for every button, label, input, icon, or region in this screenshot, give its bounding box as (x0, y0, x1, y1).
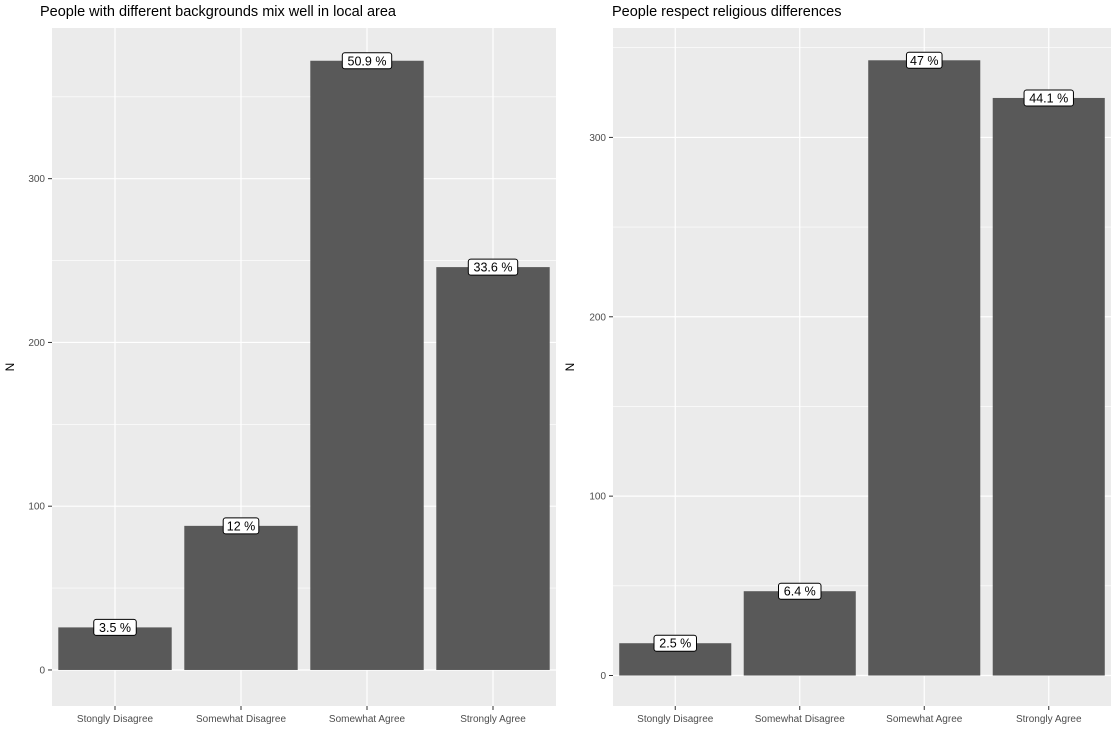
y-tick-label: 0 (39, 665, 45, 676)
data-label: 44.1 % (1029, 91, 1068, 105)
chart-panel-left: 3.5 % 12 % 50.9 % 33.6 % 0 100 200 300 Stongly D… (3, 4, 556, 725)
x-tick-label: Strongly Agree (460, 714, 526, 725)
data-label: 3.5 % (99, 621, 131, 635)
bar (436, 267, 550, 670)
chart-panel-right: 2.5 % 6.4 % 47 % 44.1 % 0 100 200 300 Stongly Di… (556, 0, 1111, 731)
data-label-box (222, 517, 260, 535)
bar (310, 60, 424, 670)
x-tick-label: Somewhat Disagree (755, 714, 845, 725)
data-label-box (778, 582, 822, 600)
data-label: 50.9 % (348, 54, 387, 68)
y-tick-label: 300 (28, 174, 45, 185)
data-label-box (93, 618, 137, 636)
chart-svg: 2.5 % 6.4 % 47 % 44.1 % 0 100 200 300 Stongly Di… (563, 28, 1111, 725)
y-tick-label: 0 (600, 671, 606, 682)
y-tick-label: 100 (28, 502, 45, 513)
y-tick-label: 100 (589, 492, 606, 503)
bar (868, 60, 981, 676)
y-tick-label: 200 (28, 338, 45, 349)
data-label-box (905, 51, 943, 69)
data-label-box (467, 258, 519, 276)
chart-svg: 3.5 % 12 % 50.9 % 33.6 % 0 100 200 300 Stongly D… (3, 28, 556, 725)
data-label: 12 % (227, 519, 256, 533)
x-tick-label: Strongly Agree (1016, 714, 1082, 725)
data-label: 33.6 % (474, 261, 513, 275)
data-label: 47 % (910, 54, 939, 68)
y-axis-label: N (3, 363, 17, 372)
x-tick-label: Stongly Disagree (637, 714, 714, 725)
data-label: 2.5 % (659, 637, 691, 651)
x-tick-label: Somewhat Agree (886, 714, 963, 725)
x-tick-label: Stongly Disagree (77, 714, 154, 725)
bar (184, 525, 298, 670)
data-label-box (1023, 89, 1074, 107)
x-tick-label: Somewhat Agree (329, 714, 406, 725)
y-tick-label: 300 (589, 133, 606, 144)
data-label-box (341, 52, 393, 70)
data-label-box (653, 634, 697, 652)
bar (992, 97, 1105, 676)
chart-title: People with different backgrounds mix we… (40, 4, 396, 20)
x-tick-label: Somewhat Disagree (196, 714, 286, 725)
y-axis-label: N (563, 363, 577, 372)
bar (743, 591, 856, 676)
data-label: 6.4 % (784, 585, 816, 599)
y-tick-label: 200 (589, 312, 606, 323)
chart-title: People respect religious differences (612, 4, 842, 20)
